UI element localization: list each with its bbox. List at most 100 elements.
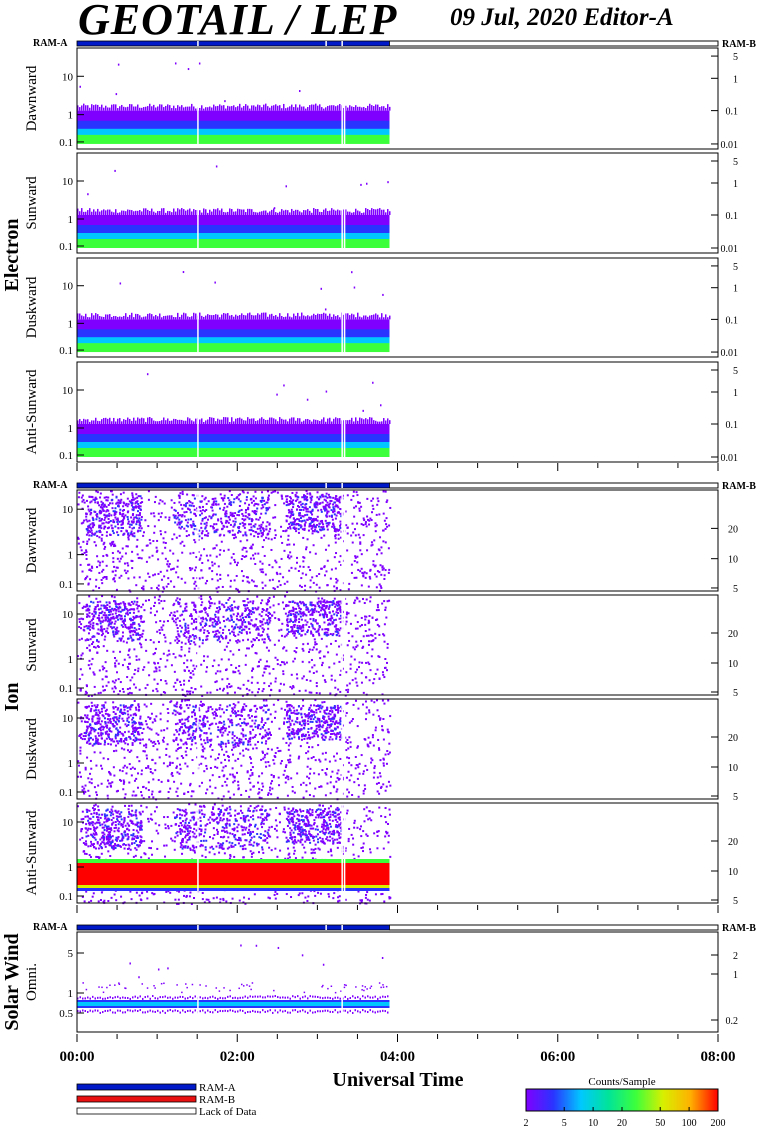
edge-pixel: [135, 313, 137, 320]
speck: [324, 751, 327, 754]
cluster-pixel: [210, 602, 213, 605]
cluster-pixel: [285, 504, 288, 507]
cluster-pixel: [312, 619, 315, 622]
edge-pixel: [263, 418, 265, 424]
speck: [329, 502, 332, 505]
edge-pixel: [323, 417, 325, 424]
cluster-pixel: [216, 639, 219, 642]
speck: [389, 715, 392, 718]
cluster-pixel: [228, 530, 231, 533]
speck: [368, 711, 371, 714]
speck: [90, 729, 93, 732]
cluster-pixel: [310, 519, 313, 522]
cluster-pixel: [312, 604, 315, 607]
cluster-pixel: [130, 531, 133, 534]
cluster-pixel: [309, 522, 312, 525]
speck: [200, 554, 203, 557]
speck: [372, 381, 374, 384]
speck: [330, 568, 333, 571]
edge-pixel: [141, 417, 143, 424]
speck: [272, 516, 275, 519]
cluster-pixel: [214, 497, 217, 500]
speck: [285, 661, 288, 664]
cluster-pixel: [228, 619, 231, 622]
speck: [264, 753, 267, 756]
speck: [245, 498, 248, 501]
speck: [156, 630, 159, 633]
speck: [171, 774, 174, 777]
edge-pixel: [265, 210, 267, 215]
speck: [179, 542, 182, 545]
speck: [353, 658, 356, 661]
cluster-pixel: [90, 600, 93, 603]
cluster-pixel: [241, 616, 244, 619]
cluster-pixel: [302, 626, 305, 629]
speck: [350, 498, 353, 501]
speck: [302, 675, 305, 678]
speck: [229, 773, 232, 776]
cluster-pixel: [96, 535, 99, 538]
cluster-pixel: [239, 500, 242, 503]
speck: [92, 671, 95, 674]
speck: [346, 644, 349, 647]
speck: [95, 544, 98, 547]
speck: [382, 762, 385, 765]
edge-pixel: [145, 208, 147, 215]
speck: [169, 701, 172, 704]
cluster-pixel: [245, 625, 248, 628]
speck: [254, 651, 257, 654]
cluster-pixel: [107, 624, 110, 627]
speck: [154, 769, 157, 772]
speck: [209, 554, 212, 557]
speck: [345, 620, 348, 623]
speck: [321, 519, 324, 522]
speck: [221, 497, 224, 500]
speck: [246, 771, 249, 774]
speck: [165, 585, 168, 588]
cluster-pixel: [94, 608, 97, 611]
speck: [376, 497, 379, 500]
speck: [268, 563, 271, 566]
speck: [272, 587, 275, 590]
edge-pixel: [351, 417, 353, 424]
speck: [111, 551, 114, 554]
speck: [123, 569, 126, 572]
cluster-pixel: [133, 617, 136, 620]
speck: [283, 384, 285, 387]
edge-pixel: [365, 315, 367, 320]
speck: [244, 607, 247, 610]
cluster-pixel: [245, 631, 248, 634]
edge-pixel: [373, 314, 375, 320]
cluster-pixel: [99, 622, 102, 625]
cluster-pixel: [95, 515, 98, 518]
cluster-pixel: [267, 635, 270, 638]
speck: [89, 623, 92, 626]
cluster-pixel: [132, 526, 135, 529]
cluster-pixel: [226, 617, 229, 620]
speck: [288, 569, 291, 572]
speck: [359, 549, 362, 552]
edge-pixel: [305, 419, 307, 424]
cluster-pixel: [136, 530, 139, 533]
speck: [103, 496, 106, 499]
speck: [335, 752, 338, 755]
speck: [382, 540, 385, 543]
cluster-pixel: [133, 627, 136, 630]
cluster-pixel: [128, 602, 131, 605]
edge-pixel: [339, 317, 341, 320]
speck: [159, 620, 162, 623]
speck: [286, 794, 289, 797]
cluster-pixel: [174, 621, 177, 624]
cluster-pixel: [295, 629, 298, 632]
edge-pixel: [327, 105, 329, 111]
speck: [238, 648, 241, 651]
speck: [362, 792, 365, 795]
cluster-pixel: [233, 498, 236, 501]
edge-pixel: [77, 313, 79, 320]
speck: [173, 670, 176, 673]
cluster-pixel: [293, 527, 296, 530]
speck: [93, 673, 96, 676]
speck: [215, 573, 218, 576]
edge-pixel: [215, 421, 217, 424]
speck: [280, 634, 283, 637]
